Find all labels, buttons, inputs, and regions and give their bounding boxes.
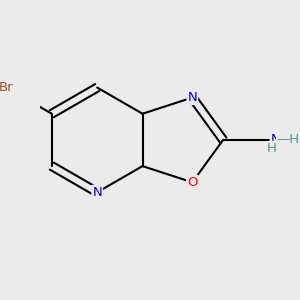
Text: H: H — [267, 142, 277, 155]
Text: O: O — [187, 176, 198, 189]
Text: Br: Br — [0, 81, 14, 94]
Text: N: N — [188, 91, 197, 104]
Text: N: N — [271, 134, 281, 146]
Text: N: N — [92, 186, 102, 199]
Text: —H: —H — [276, 133, 299, 146]
